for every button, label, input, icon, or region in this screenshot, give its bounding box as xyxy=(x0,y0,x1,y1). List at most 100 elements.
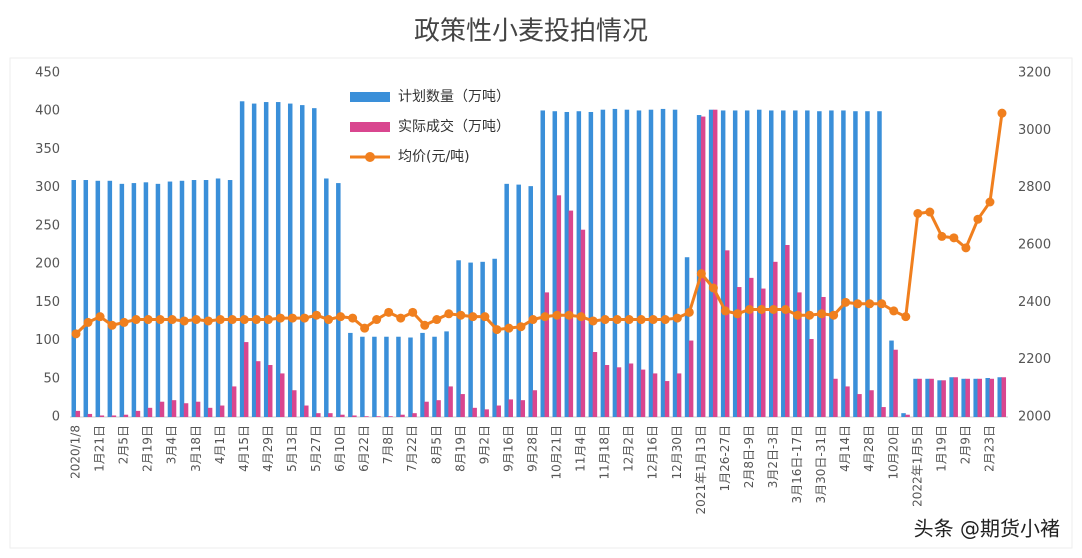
y2-tick-label: 2800 xyxy=(1018,180,1051,195)
price-point xyxy=(961,243,971,253)
x-tick-label: 1月26-27日 xyxy=(718,425,732,492)
bar xyxy=(889,340,894,417)
bar xyxy=(312,108,317,418)
price-point xyxy=(901,312,911,322)
bar xyxy=(676,373,682,417)
bar xyxy=(135,410,141,417)
price-point xyxy=(660,315,670,325)
x-tick-label: 5月13日 xyxy=(285,425,299,472)
bar xyxy=(384,336,389,417)
bar xyxy=(604,365,610,417)
bar xyxy=(961,378,966,417)
bar xyxy=(203,180,209,417)
bar xyxy=(360,336,365,417)
y2-tick-label: 2200 xyxy=(1018,352,1051,367)
price-point xyxy=(444,309,454,319)
x-tick-label: 3月16日-17日 xyxy=(790,425,804,504)
bar xyxy=(508,399,513,417)
bar xyxy=(600,109,606,418)
price-point xyxy=(684,307,694,317)
bar xyxy=(576,111,582,417)
bar xyxy=(279,373,285,417)
price-point xyxy=(744,305,754,314)
bar xyxy=(540,110,546,418)
bar xyxy=(785,245,790,417)
y2-tick-label: 2000 xyxy=(1018,410,1051,425)
x-tick-label: 8月19日 xyxy=(453,425,467,472)
x-tick-label: 3月30日-31日 xyxy=(814,425,828,504)
x-tick-label: 9月28日 xyxy=(525,425,539,472)
price-point xyxy=(119,317,129,327)
y2-tick-label: 3000 xyxy=(1018,123,1051,138)
bar xyxy=(424,401,429,417)
bar xyxy=(732,110,738,418)
bar xyxy=(123,414,129,417)
x-tick-label: 3月18日 xyxy=(189,425,203,472)
x-tick-label: 12月30日 xyxy=(670,425,684,480)
bar xyxy=(532,390,538,417)
price-point xyxy=(973,214,983,224)
bar xyxy=(829,110,834,418)
x-tick-label: 9月16日 xyxy=(501,425,515,472)
bar xyxy=(468,262,473,417)
bar xyxy=(300,105,305,418)
bar xyxy=(817,111,822,417)
bar xyxy=(143,182,149,417)
price-point xyxy=(468,312,478,322)
price-point xyxy=(227,315,237,325)
price-point xyxy=(215,315,225,325)
bar xyxy=(616,367,622,417)
price-point xyxy=(348,313,358,323)
price-point xyxy=(636,315,646,325)
y-tick-label: 100 xyxy=(35,333,60,348)
bar xyxy=(484,409,489,417)
price-point xyxy=(95,312,105,322)
price-point xyxy=(781,305,791,314)
price-point xyxy=(925,207,935,217)
price-point xyxy=(877,299,887,309)
bar xyxy=(275,102,281,417)
bar xyxy=(841,110,846,418)
price-point xyxy=(275,313,285,323)
bar xyxy=(612,108,618,417)
price-point xyxy=(167,315,177,325)
price-point xyxy=(492,325,502,335)
bar xyxy=(251,103,257,418)
price-point xyxy=(696,269,706,279)
price-point xyxy=(504,323,514,333)
legend-label: 计划数量（万吨） xyxy=(398,89,510,105)
bar xyxy=(444,331,449,417)
bar xyxy=(396,336,401,417)
y-tick-label: 300 xyxy=(35,180,60,195)
price-point xyxy=(396,313,406,323)
chart-title: 政策性小麦投拍情况 xyxy=(414,17,648,47)
price-point xyxy=(648,315,658,325)
price-point xyxy=(708,283,718,293)
price-point xyxy=(841,297,851,307)
bar xyxy=(809,339,814,417)
bar xyxy=(412,413,417,417)
price-point xyxy=(179,316,189,326)
bar xyxy=(628,363,634,417)
price-point xyxy=(564,310,574,320)
x-tick-label: 4月1日 xyxy=(213,425,227,464)
bar xyxy=(660,108,666,417)
bar xyxy=(336,183,341,417)
bar xyxy=(267,365,273,417)
bar xyxy=(167,181,173,417)
x-tick-label: 7月22日 xyxy=(405,425,419,472)
bar xyxy=(179,180,185,417)
bar xyxy=(793,110,798,418)
bar xyxy=(436,400,441,417)
y-tick-label: 150 xyxy=(35,295,60,310)
bar xyxy=(207,407,213,417)
x-tick-label: 2月19日 xyxy=(141,425,155,472)
legend-swatch xyxy=(350,122,390,132)
bar xyxy=(316,413,321,417)
y-tick-label: 50 xyxy=(43,371,60,386)
bar xyxy=(821,296,826,417)
legend-swatch xyxy=(350,92,390,102)
bar xyxy=(328,413,333,417)
bar xyxy=(989,378,995,417)
price-point xyxy=(107,320,117,330)
